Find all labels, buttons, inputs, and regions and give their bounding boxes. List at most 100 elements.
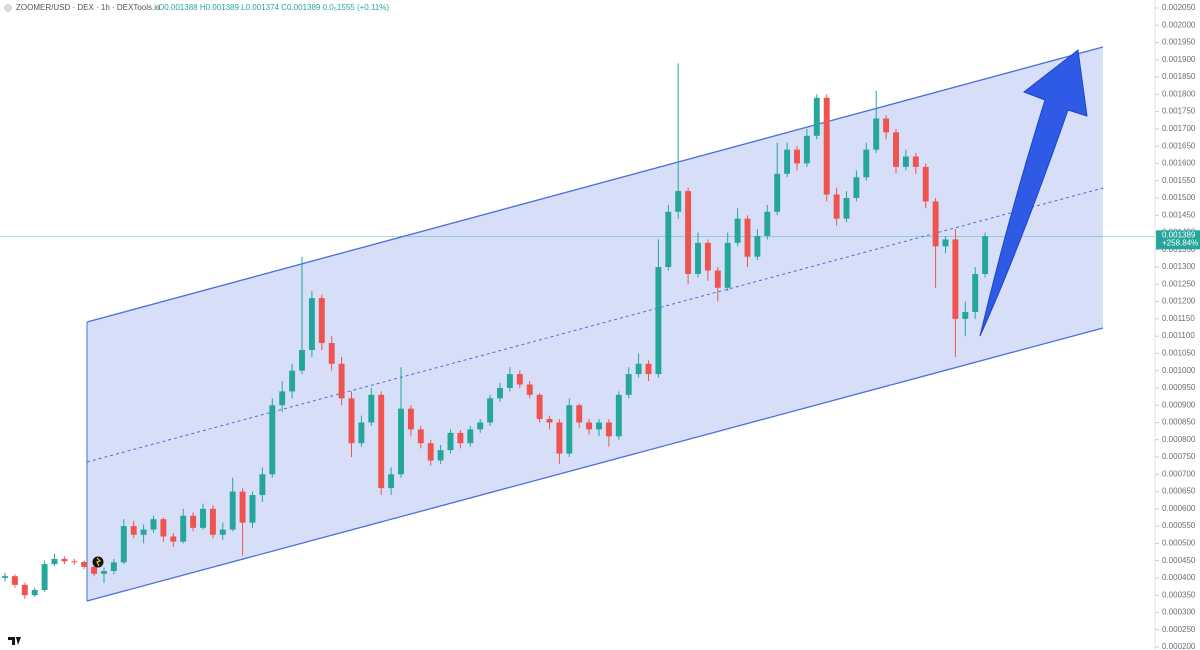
candle-body	[130, 526, 137, 535]
y-tick-label: 0.001100	[1162, 331, 1195, 340]
candle-body	[675, 191, 682, 212]
candle-body	[734, 218, 741, 243]
candle-body	[615, 394, 622, 437]
candle-body	[200, 508, 206, 528]
candle-body	[388, 474, 395, 489]
candle-body	[457, 432, 464, 444]
candle-body	[902, 156, 909, 167]
candle-body	[635, 363, 642, 375]
y-tick-label: 0.001700	[1162, 124, 1196, 133]
candle-body	[764, 211, 771, 236]
candle-body	[348, 398, 355, 444]
y-tick-label: 0.000900	[1162, 400, 1196, 409]
candle-body	[714, 270, 721, 288]
candle-body	[685, 191, 692, 274]
candle-body	[2, 576, 8, 578]
candle-body	[120, 526, 127, 563]
y-tick-label: 0.001850	[1162, 72, 1196, 81]
candle-body	[170, 536, 177, 542]
candle-body	[368, 394, 375, 423]
candle-body	[239, 491, 246, 523]
candle-body	[526, 384, 533, 395]
candle-body	[586, 422, 593, 430]
candle-body	[477, 422, 484, 430]
candle-body	[81, 562, 88, 567]
candle-body	[31, 590, 38, 596]
candle-body	[942, 239, 949, 247]
candle-body	[417, 429, 424, 444]
candle-body	[398, 408, 404, 475]
candle-body	[497, 387, 503, 399]
event-marker-glyph	[96, 557, 102, 567]
candle-body	[794, 149, 800, 164]
y-tick-label: 0.000600	[1162, 504, 1196, 513]
candle-body	[576, 405, 583, 423]
y-tick-label: 0.000950	[1162, 383, 1196, 392]
ohlc-readout: O0.001388 H0.001389 L0.001374 C0.001389 …	[158, 3, 389, 12]
candle-body	[289, 370, 296, 392]
candle-body	[566, 405, 573, 454]
candle-body	[437, 450, 444, 461]
candle-body	[774, 173, 781, 212]
candle-body	[259, 474, 266, 496]
candle-body	[299, 349, 305, 371]
candle-body	[378, 394, 385, 489]
axis-labels: 0.000200 0.000250 0.000300 0.000350 0.000400…	[1155, 3, 1200, 650]
y-tick-label: 0.000750	[1162, 452, 1196, 461]
candle-body	[695, 242, 701, 274]
candle-body	[893, 132, 899, 167]
y-tick-label: 0.000350	[1162, 590, 1196, 599]
candle-body	[873, 118, 880, 150]
candle-body	[912, 156, 919, 167]
candle-body	[883, 118, 890, 133]
channel-lower	[86, 327, 1104, 602]
candle-body	[229, 491, 236, 530]
candle-body	[447, 432, 454, 451]
candle-body	[972, 273, 979, 312]
y-tick-label: 0.001350	[1162, 245, 1196, 254]
y-tick-label: 0.000550	[1162, 521, 1196, 530]
candle-body	[536, 394, 543, 420]
candle-body	[338, 363, 345, 399]
up-arrow	[979, 49, 1088, 337]
candle-body	[328, 343, 335, 364]
candle-body	[61, 558, 68, 562]
y-tick-label: 0.000700	[1162, 469, 1196, 478]
y-tick-label: 0.001200	[1162, 297, 1196, 306]
y-tick-label: 0.001550	[1162, 176, 1196, 185]
y-tick-label: 0.000650	[1162, 487, 1196, 496]
candle-body	[150, 519, 157, 530]
y-tick-label: 0.001750	[1162, 107, 1196, 116]
candle-body	[665, 211, 672, 268]
y-tick-label: 0.002000	[1162, 20, 1196, 29]
candle-body	[605, 422, 612, 437]
y-tick-label: 0.000250	[1162, 625, 1196, 634]
y-tick-label: 0.000300	[1162, 608, 1196, 617]
candle-body	[932, 201, 939, 247]
candle-body	[160, 519, 167, 537]
y-tick-label: 0.001150	[1162, 314, 1195, 323]
candle-body	[487, 398, 494, 423]
candle-body	[724, 242, 731, 288]
y-tick-label: 0.001600	[1162, 159, 1196, 168]
y-tick-label: 0.001950	[1162, 38, 1196, 47]
candle-body	[51, 558, 58, 565]
channel-fill	[87, 47, 1103, 601]
last-change-label: +258.84%	[1162, 238, 1198, 247]
y-tick-label: 0.001500	[1162, 193, 1196, 202]
candle-body	[744, 218, 751, 257]
y-tick-label: 0.001800	[1162, 89, 1196, 98]
y-tick-label: 0.001250	[1162, 279, 1196, 288]
y-tick-label: 0.000200	[1162, 642, 1196, 650]
candle-body	[823, 97, 830, 195]
candle-body	[21, 584, 28, 596]
candle-body	[110, 562, 117, 572]
candle-body	[596, 422, 602, 430]
candle-body	[209, 508, 216, 535]
candle-body	[853, 177, 860, 198]
candle-body	[71, 561, 78, 563]
chart-title: ZOOMER/USD · DEX · 1h · DEXTools.io	[16, 3, 161, 12]
y-tick-label: 0.000500	[1162, 538, 1196, 547]
